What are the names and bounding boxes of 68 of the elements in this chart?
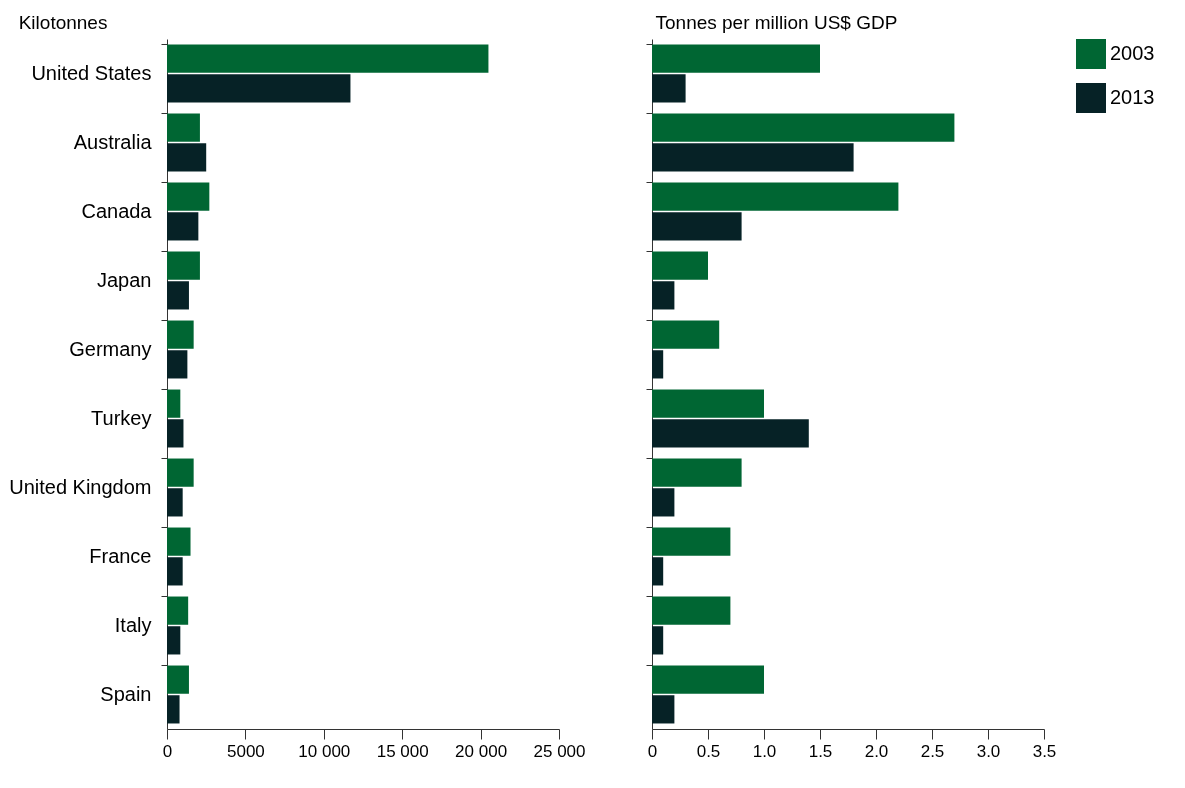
bar	[652, 281, 675, 310]
x-tick-label: 2.0	[864, 741, 889, 761]
bar	[167, 557, 183, 586]
bar	[167, 281, 189, 310]
bar	[167, 389, 181, 418]
x-tick-label: 0	[162, 741, 173, 761]
bar	[652, 182, 899, 211]
bar	[652, 44, 820, 73]
x-axis-title: Kilotonnes	[18, 12, 108, 33]
bar	[652, 488, 675, 517]
bar	[167, 320, 194, 349]
x-tick-label: 10 000	[298, 741, 351, 761]
bar	[652, 626, 664, 655]
bar	[167, 182, 210, 211]
x-tick-label: 5000	[226, 741, 265, 761]
y-tick-label: Australia	[73, 130, 153, 153]
bar	[167, 665, 189, 694]
bar	[652, 557, 664, 586]
bar	[652, 665, 764, 694]
bar	[167, 251, 200, 280]
y-tick-label: Canada	[81, 199, 153, 222]
y-tick-label: Italy	[114, 613, 152, 636]
x-tick-label: 20 000	[455, 741, 508, 761]
bar	[652, 419, 809, 448]
x-tick-label: 0	[647, 741, 658, 761]
bar	[167, 527, 191, 556]
bar	[167, 596, 189, 625]
bar	[167, 113, 200, 142]
bar	[652, 695, 675, 724]
bar	[652, 350, 664, 379]
y-tick-label: United Kingdom	[9, 475, 152, 498]
bar	[652, 389, 764, 418]
x-tick-label: 0.5	[696, 741, 721, 761]
x-tick-label: 15 000	[376, 741, 429, 761]
y-tick-label: United States	[31, 61, 152, 84]
bar	[652, 458, 742, 487]
bar	[167, 212, 199, 241]
y-tick-label: France	[89, 544, 152, 567]
bar	[167, 143, 207, 172]
bar	[167, 626, 181, 655]
legend-label: 2003	[1110, 42, 1155, 64]
y-tick-label: Germany	[69, 337, 152, 360]
y-tick-label: Turkey	[91, 406, 152, 429]
y-tick-label: Japan	[97, 268, 152, 291]
bar	[652, 143, 854, 172]
bar	[167, 44, 489, 73]
bar	[652, 527, 731, 556]
x-tick-label: 25 000	[533, 741, 586, 761]
bar	[167, 458, 194, 487]
x-tick-label: 1.0	[752, 741, 777, 761]
bar	[652, 212, 742, 241]
x-tick-label: 3.0	[976, 741, 1001, 761]
bar	[652, 596, 731, 625]
y-tick-label: Spain	[100, 682, 152, 705]
bar	[167, 695, 180, 724]
bar	[167, 419, 184, 448]
bar	[167, 350, 188, 379]
bar	[652, 251, 708, 280]
bar	[652, 74, 686, 103]
x-tick-label: 3.5	[1032, 741, 1057, 761]
x-tick-label: 2.5	[920, 741, 945, 761]
x-tick-label: 1.5	[808, 741, 833, 761]
bar	[167, 488, 183, 517]
bar	[652, 320, 720, 349]
x-axis-title: Tonnes per million US$ GDP	[655, 12, 898, 33]
legend-label: 2013	[1110, 86, 1155, 108]
bar	[652, 113, 955, 142]
bar	[167, 74, 351, 103]
